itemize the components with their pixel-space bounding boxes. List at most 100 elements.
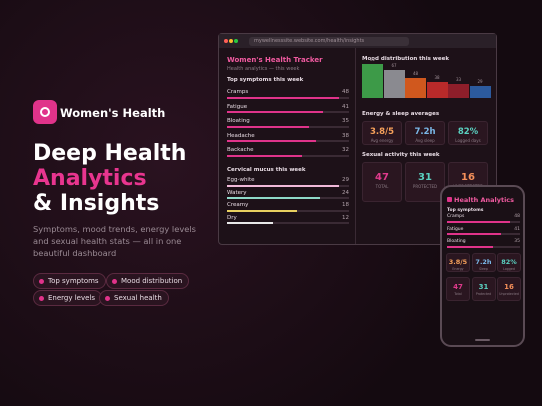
section-heading: Top symptoms this week (227, 77, 304, 83)
stat-label: PROTECTED (412, 183, 438, 189)
bar (227, 125, 309, 128)
bar (227, 197, 320, 199)
mood-bar (362, 64, 383, 98)
mood-value: 82 (369, 57, 376, 62)
window-dot (224, 39, 228, 43)
headline: Deep Health (33, 141, 187, 166)
stat-card: 31 PROTECTED (405, 162, 445, 202)
stat-value: 7.2h (475, 258, 492, 267)
row-value: 35 (342, 118, 349, 124)
section-heading: Mood distribution this week (362, 56, 449, 62)
stat-card: 7.2h Avg sleep (405, 121, 445, 145)
stat-value: 31 (478, 283, 489, 292)
chip-icon (105, 296, 110, 301)
row-value: 12 (342, 214, 349, 221)
stat-label: Unprotected (499, 292, 519, 297)
bar (447, 245, 493, 248)
home-bar (475, 339, 490, 341)
row-value: 29 (342, 177, 349, 183)
row-value: 41 (514, 226, 520, 232)
chip-icon (112, 279, 117, 284)
row-label: Backache (227, 147, 254, 153)
description: Symptoms, mood trends, energy levels and… (33, 224, 196, 258)
row-value: 48 (514, 214, 520, 219)
window-dot (234, 39, 238, 43)
stat-card: 47 Total (446, 277, 470, 301)
feature-chip: Sexual health (99, 290, 169, 306)
mood-value: 33 (455, 77, 462, 83)
stat-label: Protected (475, 292, 492, 297)
stat-card: 82% Logged (497, 253, 521, 272)
stat-card: 7.2h Sleep (471, 253, 496, 272)
bar (227, 154, 302, 157)
divider (355, 48, 356, 244)
bar-track (227, 222, 349, 224)
row-label: Headache (227, 132, 255, 139)
stat-value: 3.8/5 (369, 127, 395, 138)
mood-bar (383, 70, 405, 98)
mood-bar (448, 84, 469, 98)
mood-value: 38 (434, 75, 440, 81)
row-value: 32 (342, 147, 349, 153)
row-label: Cramps (227, 89, 249, 95)
mood-bar (405, 78, 426, 98)
stat-label: Sleep (479, 266, 488, 271)
bar (227, 222, 274, 224)
phone: Health Analytics Top symptoms Cramps 48 Fati… (440, 185, 525, 347)
phone-logo (447, 197, 452, 202)
section-heading: Cervical mucus this week (227, 167, 306, 173)
headline: Analytics (33, 166, 147, 191)
bar (227, 184, 339, 187)
row-label: Bloating (227, 118, 250, 124)
tracker-title: Women's Health Tracker (227, 56, 323, 64)
mood-bar (426, 82, 448, 98)
window-dot (229, 39, 233, 43)
section-heading: Energy & sleep averages (362, 111, 440, 117)
stat-value: 82% (501, 258, 517, 267)
bar (447, 220, 510, 223)
stat-label: Energy (452, 266, 464, 271)
stat-card: 47 TOTAL (362, 162, 402, 202)
stat-label: Avg sleep (415, 137, 435, 143)
stat-value: 82% (457, 127, 479, 138)
bar (227, 140, 316, 142)
stat-card: 16 Unprotected (497, 277, 521, 301)
feature-chip: Energy levels (33, 290, 103, 306)
bar (447, 233, 501, 235)
stat-value: 16 (461, 171, 475, 183)
stat-value: 47 (375, 171, 389, 183)
row-value: 38 (342, 132, 349, 139)
row-value: 48 (342, 89, 349, 95)
bar (227, 209, 297, 212)
mood-value: 29 (477, 78, 483, 84)
row-label: Fatigue (447, 226, 464, 232)
stat-value: 7.2h (414, 127, 436, 138)
stat-card: 82% Logged days (448, 121, 488, 145)
stat-value: 16 (504, 283, 514, 292)
tracker-subtitle: Health analytics — this week (227, 66, 300, 72)
stat-label: Logged (503, 266, 515, 271)
row-value: 18 (342, 202, 349, 208)
stat-value: 3.8/5 (448, 258, 468, 267)
row-label: Bloating (447, 239, 466, 244)
feature-chip: Mood distribution (106, 273, 190, 289)
stat-card: 3.8/5 Avg energy (362, 121, 402, 145)
headline: & Insights (33, 191, 160, 216)
stat-value: 31 (418, 171, 432, 183)
url: mywellnesssite.website.com/health/insigh… (249, 37, 409, 46)
row-label: Egg-white (227, 177, 255, 183)
section-heading: Sexual activity this week (362, 152, 440, 158)
chip-icon (39, 279, 44, 284)
row-label: Dry (227, 214, 237, 221)
feature-chip: Top symptoms (33, 273, 106, 289)
mood-bar (469, 85, 491, 98)
row-label: Watery (227, 189, 247, 196)
bar (227, 111, 323, 113)
row-label: Creamy (227, 202, 249, 208)
section-heading: Top symptoms (447, 208, 484, 213)
logo-dot (40, 107, 50, 117)
mood-value: 67 (391, 63, 397, 69)
row-value: 35 (514, 239, 520, 244)
row-value: 24 (342, 189, 349, 196)
